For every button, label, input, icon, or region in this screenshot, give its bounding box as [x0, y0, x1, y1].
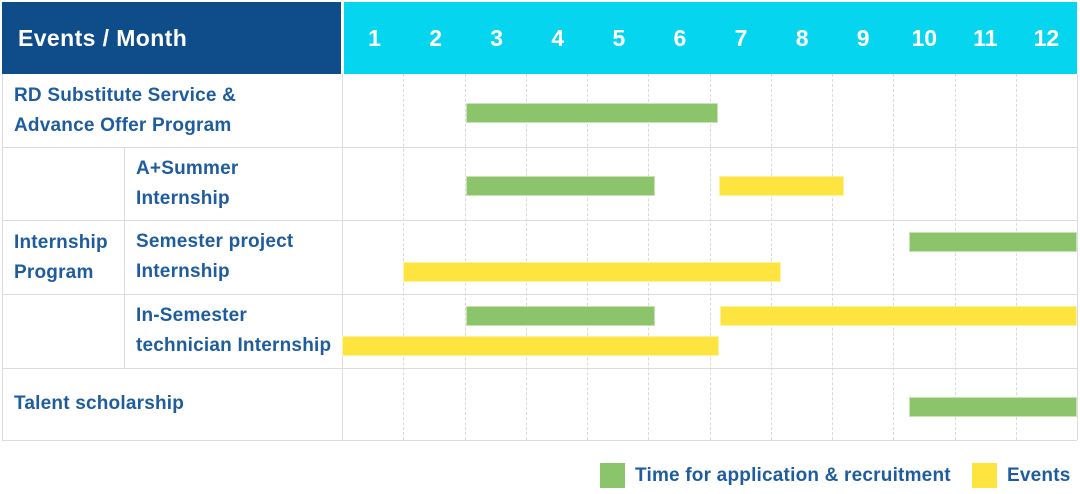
month-gridline: [403, 74, 405, 440]
month-header-2: 2: [429, 24, 443, 51]
gantt-bar-application: [466, 306, 655, 326]
gantt-bar-application: [908, 397, 1077, 417]
row-label-line: technician Internship: [136, 335, 332, 356]
month-header-row: 1 2 3 4 5 6 7 8 9 10 11 12: [344, 2, 1077, 74]
group-label-line: Internship: [14, 231, 108, 253]
month-header-7: 7: [734, 24, 748, 51]
group-sublabel-divider: [124, 147, 125, 368]
legend-item-application: Time for application & recruitment: [600, 463, 951, 488]
row-divider: [2, 440, 1077, 441]
row-divider: [2, 294, 1077, 295]
group-label-line: Program: [14, 261, 94, 283]
month-header-6: 6: [673, 24, 687, 51]
month-gridline: [1015, 74, 1017, 440]
row-label-line: A+Summer: [136, 157, 239, 179]
legend-item-events: Events: [972, 463, 1071, 488]
row-divider: [2, 220, 1077, 221]
gantt-bar-application: [908, 232, 1077, 252]
month-header-8: 8: [795, 24, 809, 51]
row-label-line: In-Semester: [136, 305, 247, 326]
month-header-12: 12: [1033, 24, 1060, 51]
month-gridline: [464, 74, 466, 440]
corner-header-label: Events / Month: [18, 24, 188, 51]
row-label-line: Talent scholarship: [14, 393, 185, 414]
table-right-border: [1077, 74, 1078, 440]
gantt-bar-application: [466, 103, 719, 123]
row-label-in-semester-technician: In-Semester technician Internship: [124, 294, 340, 368]
table-left-border: [2, 74, 3, 440]
gantt-bar-event: [719, 306, 1077, 326]
month-gridline: [587, 74, 588, 440]
legend-label: Events: [1007, 464, 1071, 486]
gantt-bar-event: [342, 336, 720, 356]
month-gridline: [709, 74, 711, 440]
row-divider: [2, 147, 1077, 148]
corner-header: Events / Month: [2, 2, 341, 74]
month-header-5: 5: [612, 24, 626, 51]
group-label-internship-program: Internship Program: [2, 147, 124, 368]
month-gridline: [893, 74, 895, 440]
row-label-talent-scholarship: Talent scholarship: [2, 368, 340, 440]
month-header-11: 11: [973, 24, 998, 51]
month-gridline: [525, 74, 527, 440]
legend-label: Time for application & recruitment: [635, 464, 951, 486]
row-label-a-plus-summer: A+Summer Internship: [124, 147, 340, 220]
month-gridline: [832, 74, 833, 440]
gantt-bar-event: [719, 176, 845, 196]
label-grid-divider: [342, 74, 343, 440]
row-divider: [2, 368, 1077, 369]
month-header-9: 9: [856, 24, 870, 51]
month-header-10: 10: [911, 24, 938, 51]
legend-swatch-yellow: [972, 463, 997, 488]
row-label-line: Advance Offer Program: [14, 114, 232, 136]
row-label-line: Semester project: [136, 231, 294, 252]
month-header-3: 3: [490, 24, 504, 51]
row-label-line: Internship: [136, 261, 230, 282]
row-label-semester-project: Semester project Internship: [124, 220, 340, 294]
gantt-bar-event: [403, 262, 782, 282]
month-gridline: [648, 74, 650, 440]
legend-swatch-green: [600, 463, 625, 488]
row-label-rd-substitute: RD Substitute Service & Advance Offer Pr…: [2, 74, 340, 147]
month-header-4: 4: [551, 24, 565, 51]
row-label-line: Internship: [136, 187, 230, 209]
month-gridline: [954, 74, 956, 440]
month-gridline: [770, 74, 772, 440]
month-header-1: 1: [368, 24, 381, 51]
row-label-line: RD Substitute Service &: [14, 84, 237, 106]
gantt-bar-application: [466, 176, 655, 196]
